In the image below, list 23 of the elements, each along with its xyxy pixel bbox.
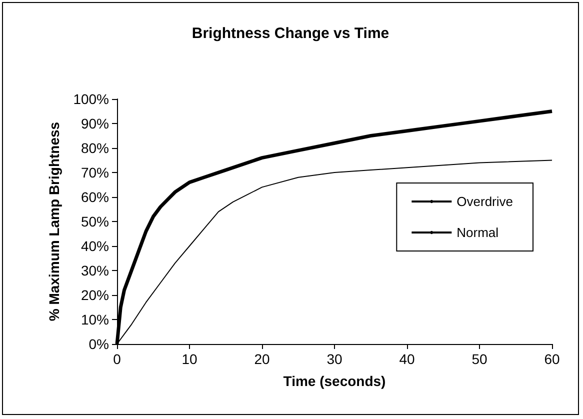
y-tick-label: 80%: [80, 140, 109, 156]
y-tick-label: 0%: [88, 336, 109, 352]
x-axis-title: Time (seconds): [283, 373, 386, 389]
x-tick-label: 30: [326, 351, 342, 367]
y-tick-label: 70%: [80, 164, 109, 180]
y-tick-label: 60%: [80, 189, 109, 205]
x-tick-label: 40: [399, 351, 415, 367]
legend-label: Normal: [456, 225, 499, 240]
y-tick-label: 100%: [73, 91, 109, 107]
x-tick-label: 50: [472, 351, 488, 367]
x-tick-label: 0: [113, 351, 122, 367]
y-tick-label: 30%: [80, 262, 109, 278]
y-tick-label: 40%: [80, 238, 109, 254]
y-tick-label: 10%: [80, 312, 109, 328]
y-tick-label: 50%: [80, 214, 109, 230]
y-tick-label: 20%: [80, 287, 109, 303]
y-axis-title: % Maximum Lamp Brightness: [46, 122, 62, 322]
y-tick-label: 90%: [80, 116, 109, 132]
x-tick-label: 20: [254, 351, 270, 367]
chart-title: Brightness Change vs Time: [192, 25, 390, 42]
legend-label: Overdrive: [456, 194, 514, 209]
x-tick-label: 10: [182, 351, 198, 367]
x-tick-label: 60: [544, 351, 560, 367]
